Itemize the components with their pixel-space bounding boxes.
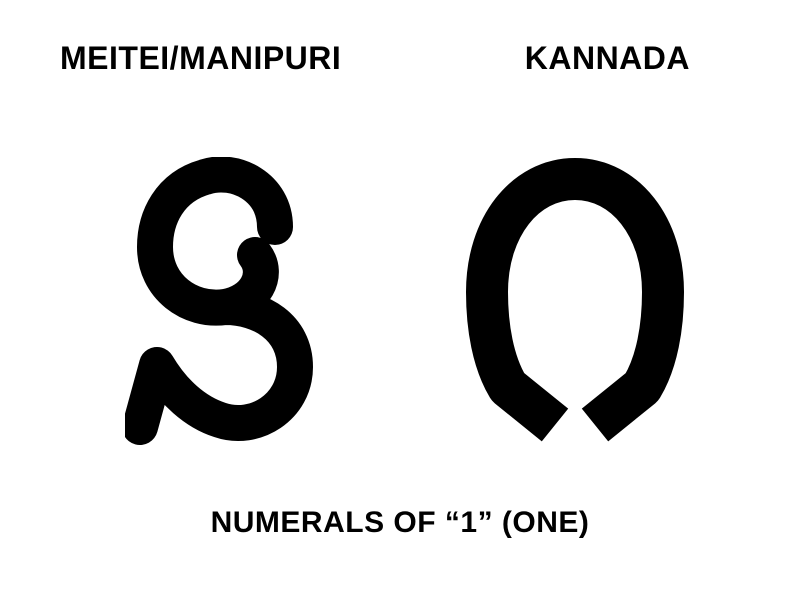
header-row: MEITEI/MANIPURI KANNADA: [50, 40, 750, 77]
infographic-container: MEITEI/MANIPURI KANNADA NUMERALS OF “1” …: [0, 0, 800, 600]
meitei-one-path: [140, 174, 295, 427]
footer-label: NUMERALS OF “1” (ONE): [211, 506, 590, 540]
glyph-row: [50, 97, 750, 506]
kannada-one-path: [487, 179, 663, 425]
kannada-one-glyph: [465, 157, 685, 447]
left-glyph-cell: [50, 157, 400, 447]
meitei-one-glyph: [125, 157, 325, 447]
footer-row: NUMERALS OF “1” (ONE): [50, 506, 750, 550]
left-header-label: MEITEI/MANIPURI: [60, 40, 341, 77]
right-glyph-cell: [400, 157, 750, 447]
right-header-label: KANNADA: [525, 40, 740, 77]
